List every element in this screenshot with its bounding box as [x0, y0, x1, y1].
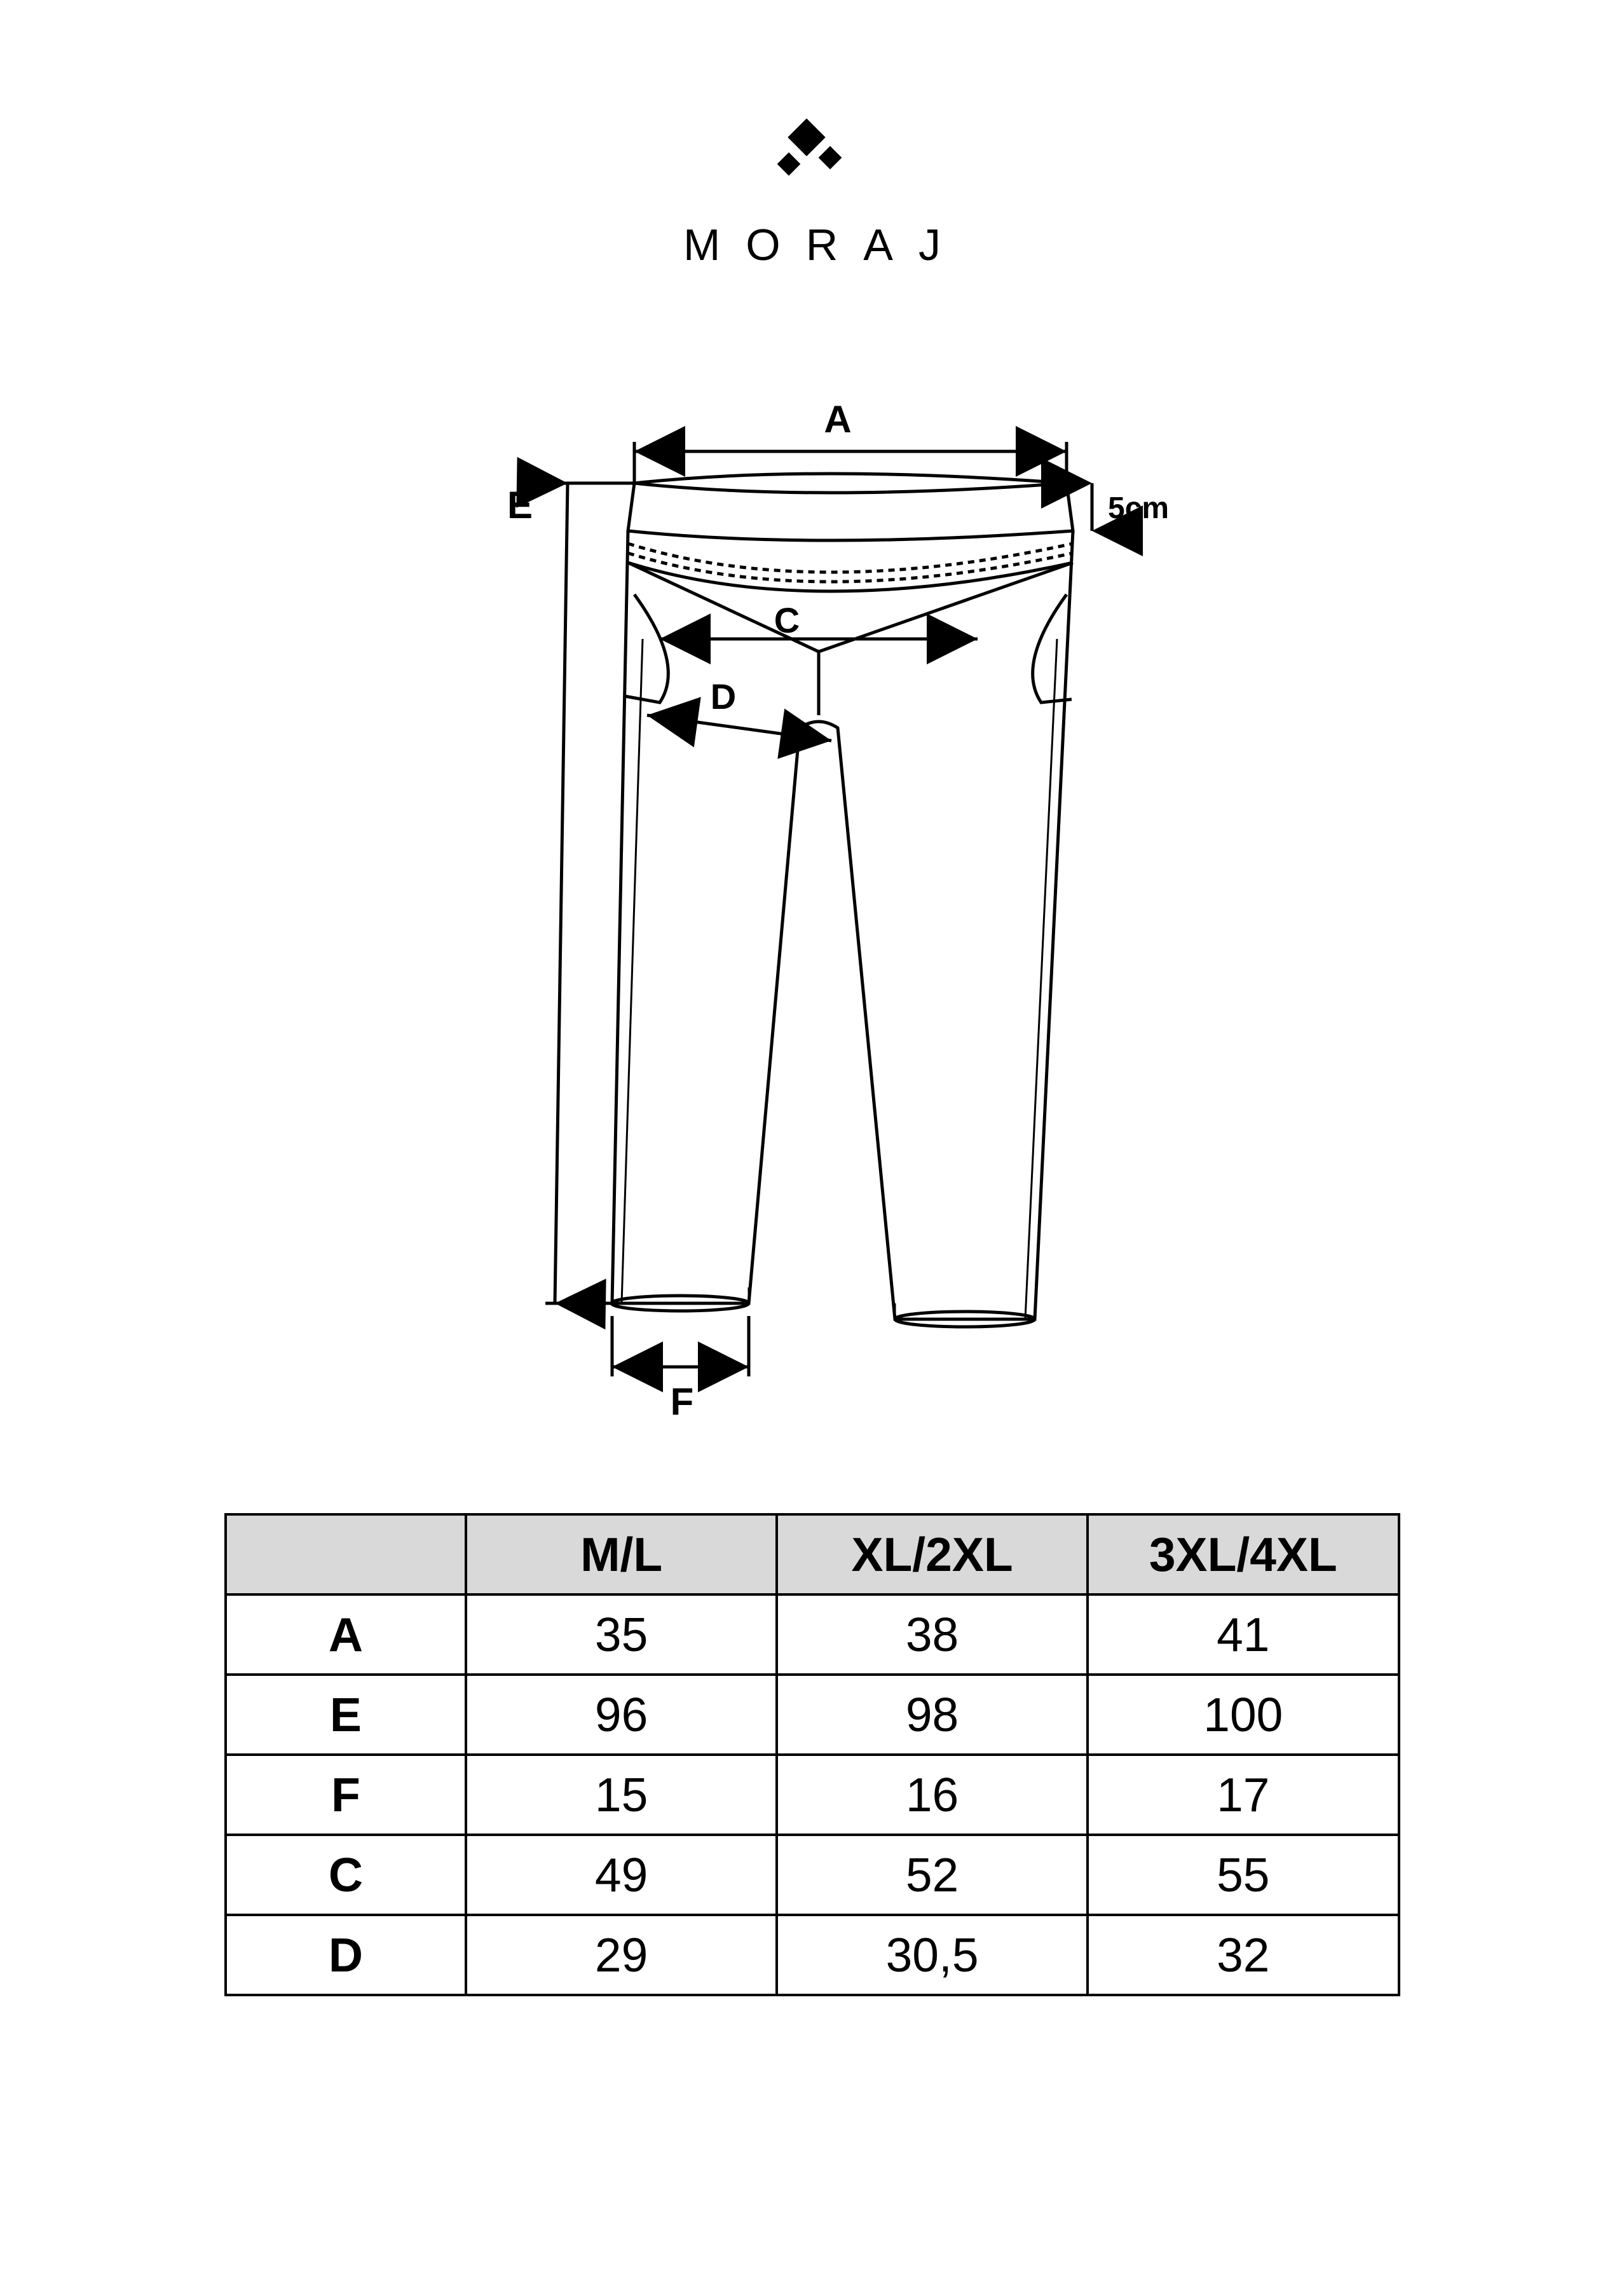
table-header-row: M/L XL/2XL 3XL/4XL [226, 1514, 1399, 1594]
col-header: 3XL/4XL [1088, 1514, 1398, 1594]
waistband-height-label: 5cm [1108, 491, 1169, 525]
table-cell: 32 [1088, 1915, 1398, 1995]
table-cell: 16 [777, 1755, 1088, 1835]
size-diagram: A 5cm E C D [0, 385, 1624, 1437]
brand-name: MORAJ [0, 219, 1624, 270]
col-header: M/L [466, 1514, 777, 1594]
dim-label-A: A [824, 398, 851, 441]
table-corner-cell [226, 1514, 467, 1594]
row-label: A [226, 1594, 467, 1675]
row-label: C [226, 1835, 467, 1915]
table-row: D 29 30,5 32 [226, 1915, 1399, 1995]
table-cell: 98 [777, 1675, 1088, 1755]
col-header: XL/2XL [777, 1514, 1088, 1594]
table-cell: 30,5 [777, 1915, 1088, 1995]
table-cell: 29 [466, 1915, 777, 1995]
table-row: F 15 16 17 [226, 1755, 1399, 1835]
row-label: F [226, 1755, 467, 1835]
row-label: D [226, 1915, 467, 1995]
table-cell: 55 [1088, 1835, 1398, 1915]
size-table: M/L XL/2XL 3XL/4XL A 35 38 41 E 96 98 10… [224, 1513, 1400, 1996]
brand-logo-block: MORAJ [0, 114, 1624, 270]
brand-logo-icon [765, 114, 860, 200]
table-cell: 15 [466, 1755, 777, 1835]
table-cell: 96 [466, 1675, 777, 1755]
dim-label-F: F [670, 1380, 693, 1423]
table-cell: 17 [1088, 1755, 1398, 1835]
table-row: E 96 98 100 [226, 1675, 1399, 1755]
table-cell: 49 [466, 1835, 777, 1915]
table-cell: 38 [777, 1594, 1088, 1675]
dim-label-C: C [774, 600, 799, 640]
table-cell: 52 [777, 1835, 1088, 1915]
table-row: A 35 38 41 [226, 1594, 1399, 1675]
table-cell: 41 [1088, 1594, 1398, 1675]
table-row: C 49 52 55 [226, 1835, 1399, 1915]
dim-label-E: E [507, 484, 532, 526]
dim-label-D: D [710, 676, 735, 716]
table-cell: 35 [466, 1594, 777, 1675]
row-label: E [226, 1675, 467, 1755]
table-cell: 100 [1088, 1675, 1398, 1755]
